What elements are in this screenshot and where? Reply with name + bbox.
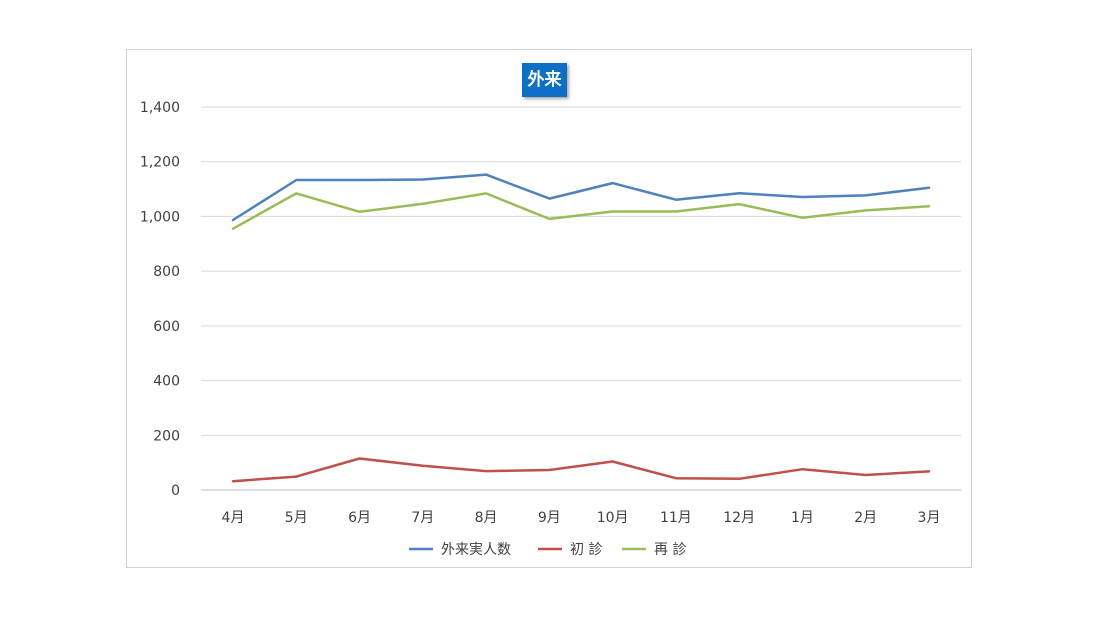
series-line-0 bbox=[231, 173, 931, 222]
x-tick-label: 8月 bbox=[475, 510, 498, 526]
chart-frame bbox=[126, 49, 972, 568]
x-axis-ticks: 4月 5月 6月 7月 8月 9月 10月 11月 12月 1月 2月 3月 bbox=[222, 510, 941, 526]
x-tick-label: 6月 bbox=[348, 510, 371, 526]
x-tick-label: 11月 bbox=[660, 510, 692, 526]
legend-label: 初 診 bbox=[570, 541, 602, 558]
y-tick-label: 200 bbox=[153, 428, 180, 444]
chart-title: 外来 bbox=[522, 63, 567, 97]
y-tick-label: 800 bbox=[153, 264, 180, 280]
y-tick-label: 600 bbox=[153, 319, 180, 335]
series-layer bbox=[231, 173, 931, 483]
y-axis-ticks: 0 200 400 600 800 1,000 1,200 1,400 bbox=[140, 100, 180, 499]
x-tick-label: 3月 bbox=[918, 510, 941, 526]
series-line-1 bbox=[231, 457, 931, 483]
x-tick-label: 7月 bbox=[411, 510, 434, 526]
x-tick-label: 5月 bbox=[285, 510, 308, 526]
x-tick-label: 9月 bbox=[538, 510, 561, 526]
legend-label: 外来実人数 bbox=[441, 542, 511, 558]
x-tick-label: 4月 bbox=[222, 510, 245, 526]
series-line-2 bbox=[231, 192, 931, 230]
legend-label: 再 診 bbox=[654, 542, 686, 558]
y-tick-label: 400 bbox=[153, 374, 180, 390]
y-tick-label: 0 bbox=[171, 483, 180, 499]
y-tick-label: 1,200 bbox=[140, 155, 180, 171]
y-tick-label: 1,400 bbox=[140, 100, 180, 116]
x-tick-label: 2月 bbox=[854, 510, 877, 526]
grid-layer bbox=[201, 106, 961, 491]
x-tick-label: 12月 bbox=[723, 510, 755, 526]
x-tick-label: 1月 bbox=[791, 510, 814, 526]
y-tick-label: 1,000 bbox=[140, 209, 180, 225]
legend: 外来実人数 初 診 再 診 bbox=[409, 541, 686, 558]
x-tick-label: 10月 bbox=[597, 510, 629, 526]
